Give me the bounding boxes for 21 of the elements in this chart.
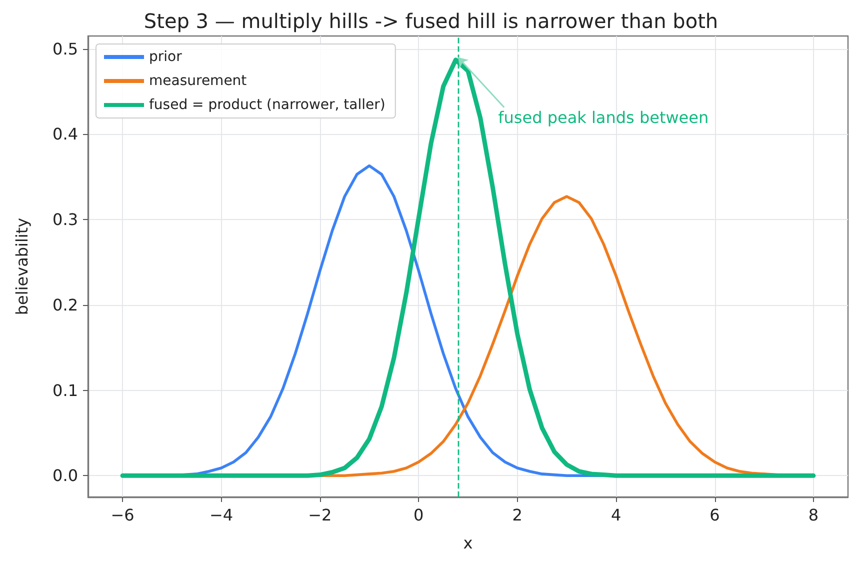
chart-title: Step 3 — multiply hills -> fused hill is narrower than both	[144, 9, 718, 33]
x-axis-title: x	[463, 534, 473, 552]
y-tick-label: 0.0	[52, 466, 78, 486]
y-tick-label: 0.2	[52, 295, 78, 314]
y-tick-label: 0.4	[52, 124, 78, 144]
legend-label: measurement	[149, 73, 248, 89]
x-tick-label: −6	[110, 506, 134, 524]
y-axis-title: believability	[12, 218, 32, 316]
legend-label: prior	[149, 49, 182, 65]
legend-label: fused = product (narrower, taller)	[149, 97, 386, 113]
x-tick-label: 8	[808, 506, 819, 524]
x-tick-label: 4	[610, 506, 622, 524]
x-tick-label: 2	[512, 506, 522, 524]
y-tick-label: 0.5	[52, 39, 78, 58]
y-tick-label: 0.1	[52, 380, 78, 400]
x-tick-label: −4	[209, 506, 234, 524]
annotation: fused peak lands between	[498, 108, 709, 127]
y-tick-label: 0.3	[52, 210, 78, 230]
x-tick-label: −2	[308, 506, 332, 524]
x-tick-label: 6	[710, 506, 720, 524]
x-tick-label: 0	[414, 506, 424, 524]
